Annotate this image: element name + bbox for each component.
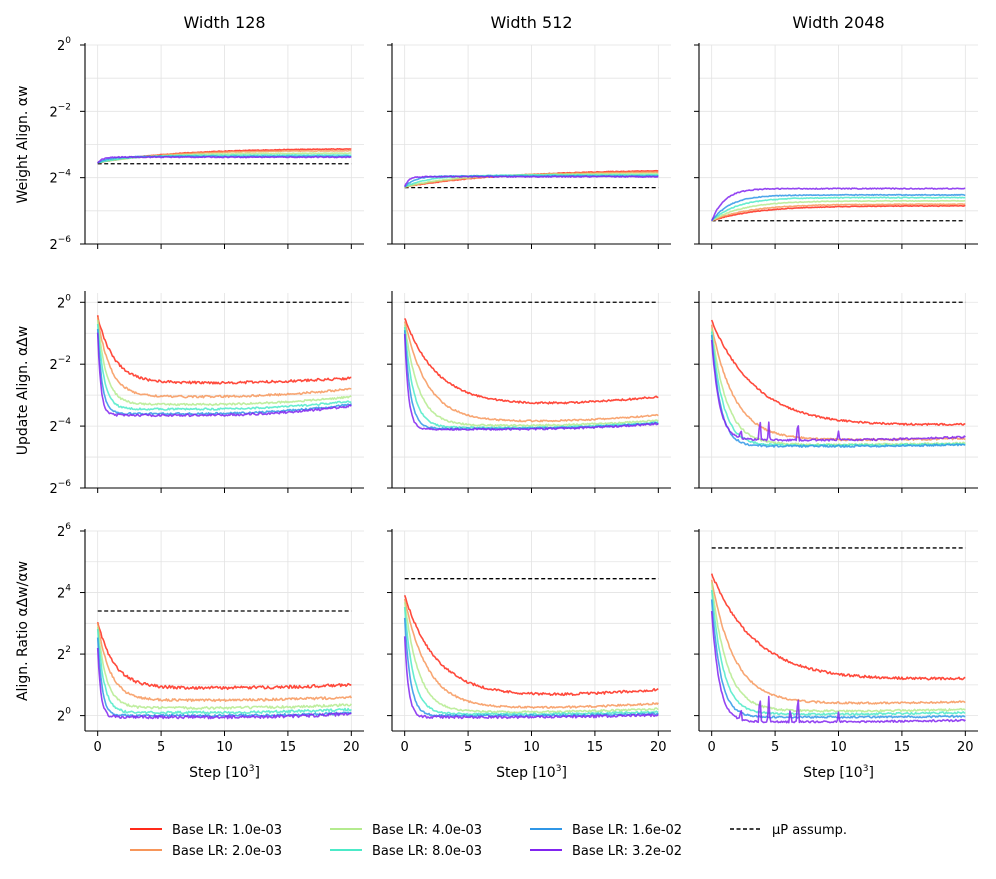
series-line-6 <box>96 332 352 418</box>
legend-label-6: Base LR: 3.2e-02 <box>572 844 682 859</box>
y-tick-label: 2−4 <box>49 417 71 435</box>
panel-r0-c0: 2−6 2−4 2−2 20 Width 128 Weight Align. αw <box>15 13 364 253</box>
y-tick-label: 20 <box>57 707 71 725</box>
x-tick-label: 20 <box>343 740 360 755</box>
y-tick-label: 22 <box>57 645 71 663</box>
legend-entry-6: Base LR: 3.2e-02 <box>530 844 682 859</box>
series-line-6 <box>403 636 659 720</box>
series-line-5 <box>710 334 966 448</box>
y-tick-label: 24 <box>57 584 71 602</box>
panel-r2-c2: 0 5 10 15 20 Step [103] <box>694 529 978 781</box>
panel-title: Width 2048 <box>792 13 884 32</box>
panel-title: Width 128 <box>183 13 265 32</box>
series-line-5 <box>96 637 352 718</box>
y-tick-label: 2−2 <box>49 102 71 120</box>
x-tick-label: 15 <box>280 740 297 755</box>
series-line-3 <box>711 199 966 222</box>
x-tick-label: 10 <box>523 740 540 755</box>
panel-r2-c1: 0 5 10 15 20 Step [103] <box>387 529 671 781</box>
x-axis-label: Step [103] <box>496 764 567 781</box>
series-line-3 <box>403 324 659 427</box>
series-line-2 <box>403 321 659 423</box>
series-line-2 <box>710 579 966 705</box>
x-axis-label: Step [103] <box>803 764 874 781</box>
series-line-4 <box>711 196 966 222</box>
series-line-6 <box>97 155 352 164</box>
x-tick-label: 0 <box>401 740 409 755</box>
series-line-2 <box>96 316 352 399</box>
y-tick-label: 26 <box>57 522 71 540</box>
legend: Base LR: 1.0e-03 Base LR: 2.0e-03 Base L… <box>130 823 847 859</box>
y-tick-label: 2−2 <box>49 355 71 373</box>
panel-r1-c1 <box>387 291 671 493</box>
series-line-6 <box>403 175 659 187</box>
y-tick-label: 2−6 <box>49 235 71 253</box>
y-axis-label: Align. Ratio αΔw/αw <box>15 561 31 701</box>
series-line-6 <box>403 333 659 431</box>
x-axis-label: Step [103] <box>189 764 260 781</box>
series-line-1 <box>710 573 966 681</box>
panel-r1-c0: 2−6 2−4 2−2 20 Update Align. αΔw <box>15 291 364 497</box>
series-line-3 <box>403 602 659 714</box>
x-tick-label: 0 <box>708 740 716 755</box>
x-tick-label: 10 <box>830 740 847 755</box>
series-line-3 <box>96 626 352 710</box>
x-tick-label: 5 <box>157 740 165 755</box>
x-tick-label: 0 <box>94 740 102 755</box>
legend-label-4: Base LR: 8.0e-03 <box>372 844 482 859</box>
y-axis-label: Update Align. αΔw <box>15 326 31 455</box>
x-tick-label: 20 <box>650 740 667 755</box>
legend-label-mup: μP assump. <box>772 823 847 838</box>
panel-r0-c1: Width 512 <box>387 13 671 249</box>
series-line-1 <box>403 318 659 405</box>
panel-r1-c2 <box>694 291 978 493</box>
series-line-1 <box>710 319 966 427</box>
x-tick-label: 10 <box>216 740 233 755</box>
panel-r0-c2: Width 2048 <box>694 13 978 249</box>
legend-entry-mup: μP assump. <box>730 823 847 838</box>
legend-entry-1: Base LR: 1.0e-03 <box>130 823 282 838</box>
series-line-3 <box>96 320 352 407</box>
series-line-6 <box>710 339 966 442</box>
series-line-1 <box>403 594 659 697</box>
series-line-1 <box>96 622 352 691</box>
x-tick-label: 5 <box>464 740 472 755</box>
legend-label-1: Base LR: 1.0e-03 <box>172 823 282 838</box>
series-line-6 <box>710 187 966 222</box>
series-line-4 <box>96 323 352 411</box>
x-tick-label: 5 <box>771 740 779 755</box>
legend-label-2: Base LR: 2.0e-03 <box>172 844 282 859</box>
y-tick-label: 2−6 <box>49 479 71 497</box>
panel-grid: 2−6 2−4 2−2 20 Width 128 Weight Align. αw Widt… <box>15 13 978 781</box>
series-line-2 <box>711 203 966 222</box>
series-line-1 <box>711 204 966 222</box>
series-line-6 <box>96 647 352 720</box>
y-axis-label: Weight Align. αw <box>15 86 31 204</box>
series-line-5 <box>711 193 966 222</box>
legend-label-5: Base LR: 1.6e-02 <box>572 823 682 838</box>
panel-title: Width 512 <box>490 13 572 32</box>
legend-entry-3: Base LR: 4.0e-03 <box>330 823 482 838</box>
legend-entry-2: Base LR: 2.0e-03 <box>130 844 282 859</box>
x-tick-label: 15 <box>587 740 604 755</box>
y-tick-label: 20 <box>57 36 71 54</box>
series-line-4 <box>96 628 352 715</box>
series-line-6 <box>710 611 966 724</box>
x-tick-label: 20 <box>957 740 974 755</box>
series-line-2 <box>710 324 966 442</box>
series-line-4 <box>404 173 659 188</box>
y-tick-label: 2−4 <box>49 169 71 187</box>
legend-entry-4: Base LR: 8.0e-03 <box>330 844 482 859</box>
legend-entry-5: Base LR: 1.6e-02 <box>530 823 682 838</box>
legend-label-3: Base LR: 4.0e-03 <box>372 823 482 838</box>
panel-r2-c0: 0 5 10 15 20 20 22 24 26 Step [103] Align. Ratio α… <box>15 522 364 781</box>
x-tick-label: 15 <box>894 740 911 755</box>
y-tick-label: 20 <box>57 293 71 311</box>
series-line-2 <box>96 622 353 703</box>
series-line-2 <box>403 598 659 709</box>
series-line-1 <box>96 315 352 385</box>
